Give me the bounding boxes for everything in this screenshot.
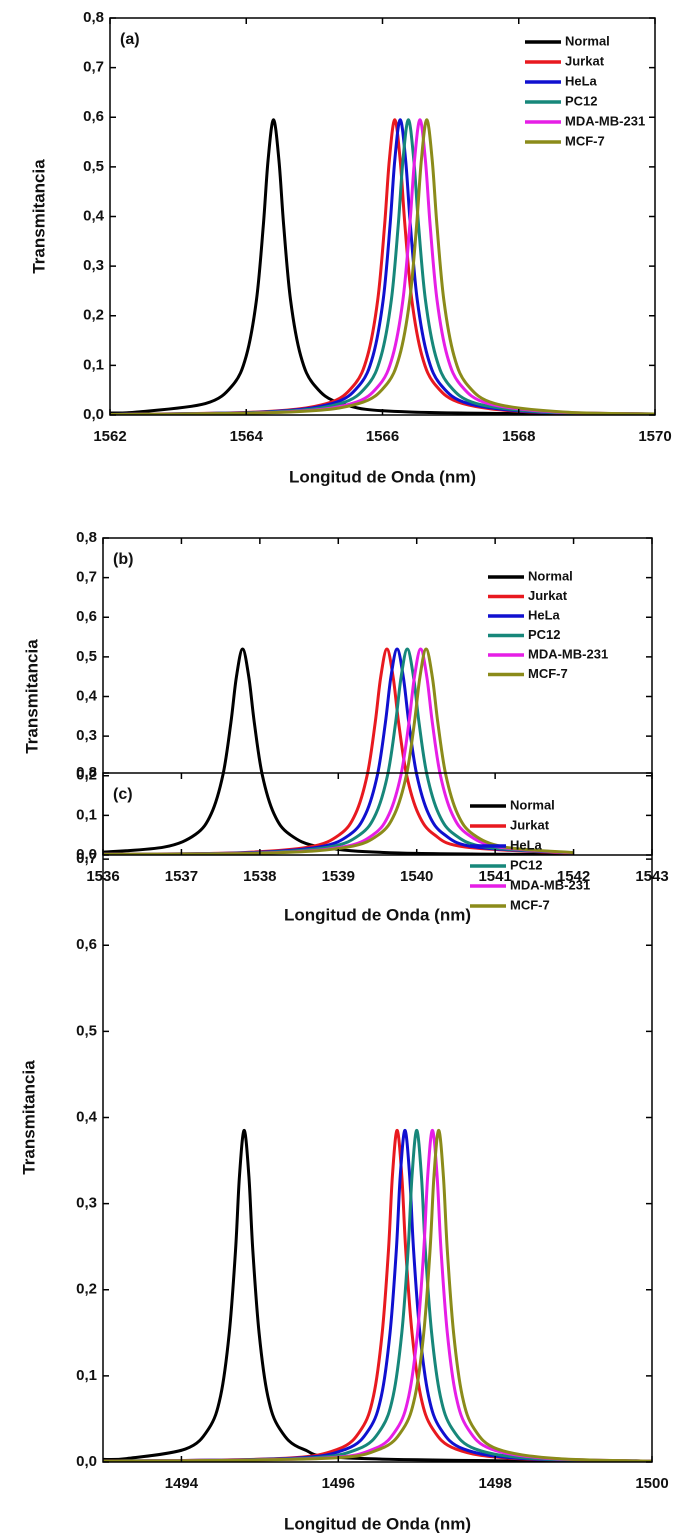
y-tick-label: 0,5: [76, 1022, 97, 1039]
panel: NormalJurkatHeLaPC12MDA-MB-231MCF-70,00,…: [22, 529, 668, 925]
x-tick-label: 1496: [322, 1475, 355, 1492]
series-line: [110, 118, 655, 415]
series-line: [110, 118, 655, 415]
panel: NormalJurkatHeLaPC12MDA-MB-231MCF-70,00,…: [19, 764, 668, 1534]
y-tick-label: 0,0: [83, 406, 104, 423]
legend-label: PC12: [510, 857, 543, 872]
x-tick-label: 1570: [638, 428, 671, 445]
legend-label: MDA-MB-231: [510, 877, 590, 892]
panel-label: (b): [113, 551, 133, 568]
legend-label: MDA-MB-231: [528, 646, 608, 661]
series-line: [103, 1128, 652, 1462]
x-tick-label: 1538: [243, 868, 276, 885]
series-line: [103, 647, 574, 855]
y-tick-label: 0,7: [76, 569, 97, 586]
x-axis-title: Longitud de Onda (nm): [289, 467, 476, 486]
series-line: [103, 647, 574, 855]
y-tick-label: 0,2: [83, 307, 104, 324]
y-tick-label: 0,4: [76, 1108, 98, 1125]
series-line: [103, 1128, 652, 1462]
y-tick-label: 0,0: [76, 846, 97, 863]
y-tick-label: 0,6: [76, 936, 97, 953]
series-line: [103, 647, 574, 855]
legend-label: Normal: [510, 797, 555, 812]
legend-label: Jurkat: [565, 53, 605, 68]
y-tick-label: 0,2: [76, 1281, 97, 1298]
legend-label: HeLa: [528, 607, 561, 622]
panel-label: (c): [113, 786, 133, 803]
legend-label: MCF-7: [510, 897, 550, 912]
y-tick-label: 0,3: [76, 727, 97, 744]
x-tick-label: 1537: [165, 868, 198, 885]
series-line: [103, 1128, 652, 1462]
series-line: [110, 118, 655, 415]
x-axis-title: Longitud de Onda (nm): [284, 1514, 471, 1533]
legend-label: Normal: [565, 33, 610, 48]
y-tick-label: 0,6: [83, 108, 104, 125]
y-axis-title: Transmitancia: [22, 639, 41, 754]
legend-label: MCF-7: [528, 666, 568, 681]
y-tick-label: 0,8: [76, 529, 97, 546]
x-tick-label: 1562: [93, 428, 126, 445]
y-tick-label: 0,5: [83, 158, 104, 175]
x-tick-label: 1542: [557, 868, 590, 885]
legend-label: HeLa: [510, 837, 543, 852]
x-axis-title: Longitud de Onda (nm): [284, 905, 471, 924]
legend-label: Normal: [528, 568, 573, 583]
x-tick-label: 1500: [635, 1475, 668, 1492]
panel: Normal Jurkat HeLa PC12 MDA-MB-231 MCF-7 0,0 0,…: [29, 9, 671, 487]
y-tick-label: 0,3: [76, 1195, 97, 1212]
y-tick-label: 0,1: [83, 356, 104, 373]
legend-label: HeLa: [565, 73, 598, 88]
y-tick-label: 0,5: [76, 648, 97, 665]
x-tick-label: 1539: [322, 868, 355, 885]
y-tick-label: 0,0: [76, 1453, 97, 1470]
legend-label: PC12: [565, 93, 598, 108]
legend-label: Jurkat: [510, 817, 550, 832]
y-tick-label: 0,7: [83, 59, 104, 76]
legend-label: MDA-MB-231: [565, 113, 645, 128]
y-tick-label: 0,4: [83, 207, 105, 224]
x-tick-label: 1566: [366, 428, 399, 445]
y-tick-label: 0,6: [76, 608, 97, 625]
x-tick-label: 1564: [230, 428, 264, 445]
y-axis-title: Transmitancia: [19, 1060, 38, 1175]
y-tick-label: 0,2: [76, 767, 97, 784]
series-line: [103, 647, 574, 855]
series-line: [110, 118, 655, 415]
y-tick-label: 0,1: [76, 806, 97, 823]
y-tick-label: 0,1: [76, 1367, 97, 1384]
series-line: [103, 1128, 652, 1462]
y-tick-label: 0,4: [76, 687, 98, 704]
series-line: [103, 647, 574, 855]
series-line: [103, 647, 574, 855]
series-line: [110, 118, 655, 415]
x-tick-label: 1540: [400, 868, 433, 885]
x-tick-label: 1541: [478, 868, 511, 885]
x-tick-label: 1568: [502, 428, 535, 445]
y-tick-label: 0,8: [83, 9, 104, 26]
series-line: [103, 1128, 652, 1462]
y-tick-label: 0,3: [83, 257, 104, 274]
y-tick-label: 0,8: [76, 764, 97, 781]
panel-label: (a): [120, 31, 140, 48]
legend-label: Jurkat: [528, 588, 568, 603]
y-tick-label: 0,7: [76, 850, 97, 867]
x-tick-label: 1494: [165, 1475, 199, 1492]
x-tick-label: 1498: [478, 1475, 511, 1492]
y-axis-title: Transmitancia: [29, 159, 48, 274]
legend-label: PC12: [528, 627, 561, 642]
legend-label: MCF-7: [565, 133, 605, 148]
series-line: [103, 1128, 652, 1462]
